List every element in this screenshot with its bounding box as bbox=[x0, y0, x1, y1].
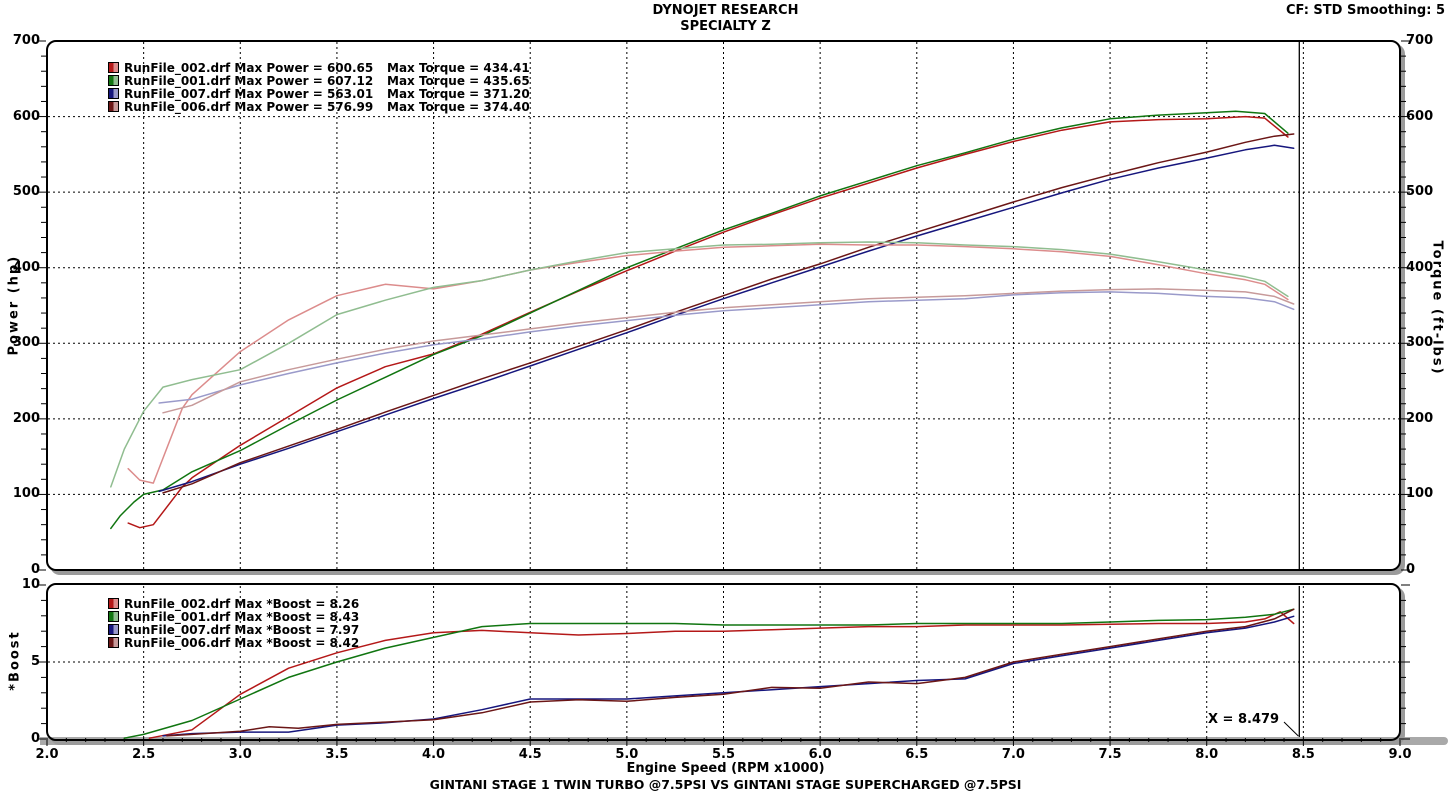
power-tick-label: 0 bbox=[30, 562, 40, 577]
power-tick-label: 300 bbox=[12, 335, 40, 351]
torque-tick-label: 700 bbox=[1406, 33, 1434, 48]
torque-tick-label: 200 bbox=[1406, 410, 1434, 426]
power-tick-label: 200 bbox=[12, 410, 40, 426]
rpm-tick-label: 2.5 bbox=[132, 747, 156, 762]
legend-row: RunFile_007.drf Max Power = 563.01 Max To… bbox=[108, 86, 530, 101]
rpm-tick-label: 8.5 bbox=[1291, 747, 1315, 762]
x-axis-title: Engine Speed (RPM x1000) bbox=[626, 761, 825, 776]
legend-row: RunFile_006.drf Max *Boost = 8.42 bbox=[108, 635, 360, 650]
rpm-tick-label: 5.5 bbox=[711, 747, 736, 762]
page-subtitle: SPECIALTY Z bbox=[680, 19, 771, 34]
run-color-swatch-icon bbox=[108, 75, 119, 86]
legend-label: RunFile_002.drf Max Power = 600.65 bbox=[124, 60, 374, 75]
torque-tick-label: 300 bbox=[1406, 335, 1434, 351]
legend-row: RunFile_002.drf Max Power = 600.65 Max To… bbox=[108, 60, 530, 75]
run-color-swatch-icon bbox=[108, 88, 119, 99]
legend-label: RunFile_001.drf Max Power = 607.12 bbox=[124, 73, 374, 88]
x-axis-ruler-bar bbox=[40, 737, 1448, 745]
correction-smoothing-label: CF: STD Smoothing: 5 bbox=[1285, 3, 1445, 18]
run-color-swatch-icon bbox=[108, 624, 119, 635]
run-color-swatch-icon bbox=[108, 637, 119, 648]
boost-tick-label: 5 bbox=[30, 654, 40, 669]
legend-label: RunFile_007.drf Max Power = 563.01 bbox=[124, 86, 374, 101]
legend-row: RunFile_002.drf Max *Boost = 8.26 bbox=[108, 596, 360, 611]
power-tick-label: 100 bbox=[12, 486, 40, 502]
power-tick-label: 700 bbox=[12, 33, 40, 48]
power-tick-label: 600 bbox=[12, 108, 40, 124]
rpm-tick-label: 4.0 bbox=[422, 747, 446, 762]
legend-row: RunFile_007.drf Max *Boost = 7.97 bbox=[108, 622, 360, 637]
rpm-tick-label: 3.0 bbox=[228, 747, 252, 762]
legend-torque-label: Max Torque = 371.20 bbox=[387, 86, 530, 101]
run-color-swatch-icon bbox=[108, 611, 119, 622]
run-color-swatch-icon bbox=[108, 101, 119, 112]
rpm-tick-label: 4.5 bbox=[518, 747, 542, 762]
run-color-swatch-icon bbox=[108, 598, 119, 609]
graph-caption: GINTANI STAGE 1 TWIN TURBO @7.5PSI VS GI… bbox=[429, 777, 1022, 792]
boost-legend: RunFile_002.drf Max *Boost = 8.26 RunFile… bbox=[108, 596, 360, 650]
torque-tick-label: 500 bbox=[1406, 184, 1434, 200]
rpm-tick-label: 2.0 bbox=[35, 747, 59, 762]
rpm-tick-label: 9.0 bbox=[1388, 747, 1412, 762]
rpm-tick-label: 3.5 bbox=[325, 747, 349, 762]
run-color-swatch-icon bbox=[108, 62, 119, 73]
power-torque-legend: RunFile_002.drf Max Power = 600.65 Max To… bbox=[108, 60, 530, 114]
rpm-tick-label: 5.0 bbox=[615, 747, 639, 762]
legend-torque-label: Max Torque = 434.41 bbox=[387, 60, 530, 75]
torque-tick-label: 100 bbox=[1406, 486, 1434, 502]
legend-torque-label: Max Torque = 435.65 bbox=[387, 73, 530, 88]
legend-label: RunFile_007.drf Max *Boost = 7.97 bbox=[124, 622, 360, 637]
legend-label: RunFile_006.drf Max *Boost = 8.42 bbox=[124, 635, 360, 650]
legend-row: RunFile_001.drf Max *Boost = 8.43 bbox=[108, 609, 360, 624]
power-tick-label: 500 bbox=[12, 184, 40, 200]
legend-label: RunFile_002.drf Max *Boost = 8.26 bbox=[124, 596, 360, 611]
legend-label: RunFile_001.drf Max *Boost = 8.43 bbox=[124, 609, 360, 624]
cursor-x-value-label: X = 8.479 bbox=[1208, 712, 1280, 727]
legend-label: RunFile_006.drf Max Power = 576.99 bbox=[124, 99, 374, 114]
boost-tick-label: 0 bbox=[30, 731, 40, 746]
power-tick-label: 400 bbox=[12, 259, 40, 275]
rpm-tick-label: 6.0 bbox=[808, 747, 832, 762]
rpm-tick-label: 7.0 bbox=[1001, 747, 1025, 762]
legend-row: RunFile_006.drf Max Power = 576.99 Max To… bbox=[108, 99, 530, 114]
legend-torque-label: Max Torque = 374.40 bbox=[387, 99, 530, 114]
power-torque-chart-frame bbox=[46, 40, 1401, 571]
torque-tick-label: 400 bbox=[1406, 259, 1434, 275]
rpm-tick-label: 8.0 bbox=[1195, 747, 1219, 762]
page-title: DYNOJET RESEARCH bbox=[652, 3, 799, 18]
boost-tick-label: 10 bbox=[21, 577, 40, 592]
torque-tick-label: 0 bbox=[1406, 562, 1416, 577]
rpm-tick-label: 7.5 bbox=[1098, 747, 1122, 762]
legend-row: RunFile_001.drf Max Power = 607.12 Max To… bbox=[108, 73, 530, 88]
torque-tick-label: 600 bbox=[1406, 108, 1434, 124]
rpm-tick-label: 6.5 bbox=[905, 747, 929, 762]
